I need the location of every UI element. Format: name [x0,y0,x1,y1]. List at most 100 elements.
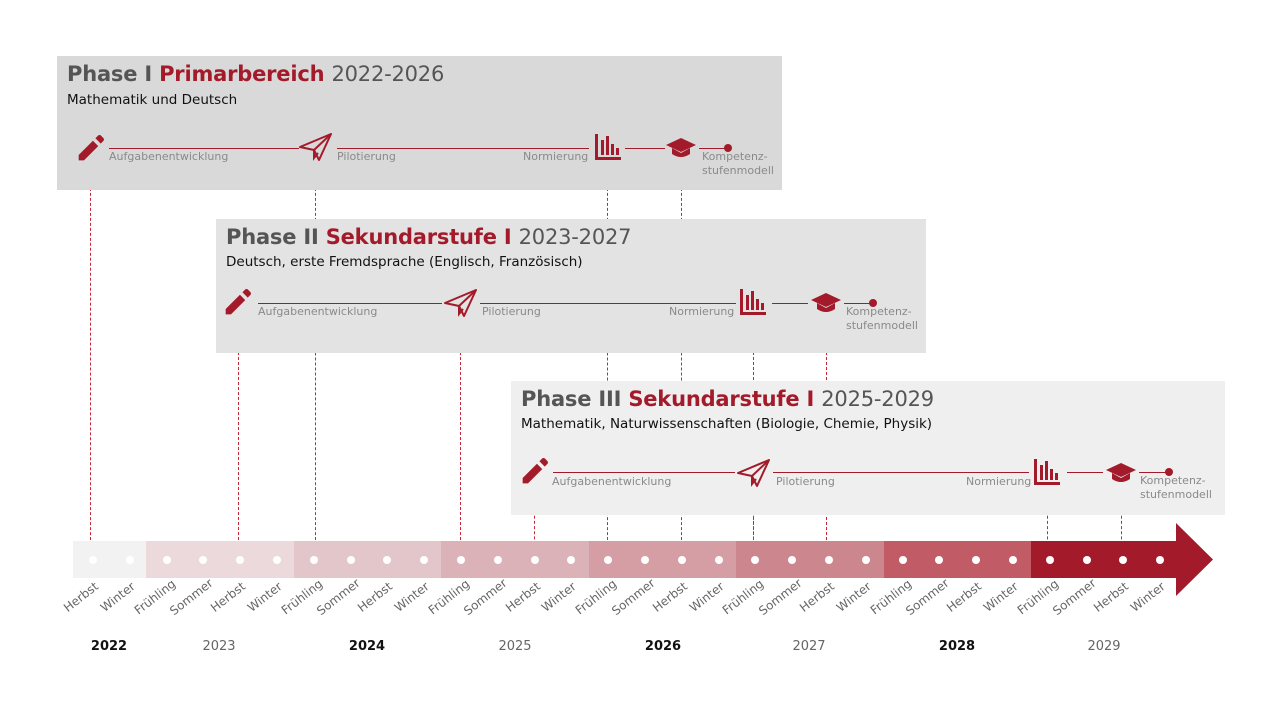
phase-1-competence-line-2: stufenmodell [702,163,774,177]
phase-1-subject: Primarbereich [159,62,325,86]
phase-3-step-competence-model: Kompetenz- stufenmodell [1140,474,1212,502]
phase-2-step-competence-model: Kompetenz- stufenmodell [846,305,918,333]
phase-2-end-dot [869,299,877,307]
phase-2-title: Phase II Sekundarstufe I 2023-2027 [226,225,632,249]
phase-1-description: Mathematik und Deutsch [67,92,238,108]
timeline-tick-dot [1009,556,1017,564]
phase-3-competence-line-1: Kompetenz- [1140,474,1206,487]
season-label: Winter [97,579,138,615]
phase-1-line-3 [625,148,665,149]
phase-1-line-1 [109,148,299,149]
phase-3-line-2 [773,472,1029,473]
phase-3-step-task-development: Aufgabenentwicklung [552,475,672,488]
season-label: Winter [539,579,580,615]
phase-3-years: 2025-2029 [821,387,934,411]
phase-1-competence-line-1: Kompetenz- [702,150,768,163]
phase-3-step-norming: Normierung [966,475,1032,488]
season-label: Winter [392,579,432,615]
phase-2-line-2 [480,303,736,304]
timeline-segment-2028 [884,541,1031,578]
bar-chart-icon [740,289,766,315]
phase-2-panel: Phase II Sekundarstufe I 2023-2027 Deuts… [216,219,926,353]
phase-1-end-dot [724,144,732,152]
phase-2-line-4 [844,303,872,304]
phase-1-step-competence-model: Kompetenz- stufenmodell [702,150,774,178]
timeline-segment-2023 [146,541,294,578]
season-label: Sommer [755,575,805,619]
connector-p3-competence-model [1121,490,1122,560]
phase-1-panel: Phase I Primarbereich 2022-2026 Mathemat… [57,56,782,190]
graduation-cap-icon [1106,463,1136,482]
paper-plane-icon [299,133,332,161]
season-label: Winter [980,579,1021,615]
phase-3-title: Phase III Sekundarstufe I 2025-2029 [521,387,934,411]
year-label: 2026 [644,639,682,654]
year-label: 2028 [938,639,976,654]
season-label: Sommer [608,575,658,619]
timeline-segment-2026 [589,541,736,578]
year-label: 2029 [1087,639,1121,654]
timeline-segment-2022 [73,541,146,578]
season-label: Winter [833,579,874,615]
pencil-icon [225,289,251,315]
phase-1-line-4 [699,148,727,149]
phase-1-title: Phase I Primarbereich 2022-2026 [67,62,444,86]
phase-3-competence-line-2: stufenmodell [1140,487,1212,501]
phase-3-label: Phase III [521,387,622,411]
timeline-tick-dot [199,556,208,564]
timeline-tick-dot [972,556,981,564]
timeline-tick-dot [898,556,907,564]
connector-p1-norming [607,168,608,560]
timeline-tick-dot [1082,556,1091,564]
connector-p2-piloting [460,322,461,560]
phase-3-subject: Sekundarstufe I [628,387,815,411]
timeline-segment-2027 [736,541,884,578]
timeline-tick-dot [567,556,576,564]
connector-p3-task-development [534,490,535,560]
timeline-tick-dot [236,556,245,564]
connector-p3-norming [1047,490,1048,560]
timeline-tick-dot [751,556,760,564]
timeline-tick-dot [1045,556,1054,564]
bar-chart-icon [1034,459,1060,485]
phase-2-step-norming: Normierung [669,305,735,318]
phase-3-description: Mathematik, Naturwissenschaften (Biologi… [521,416,933,432]
timeline-tick-dot [935,556,944,564]
phase-2-step-task-development: Aufgabenentwicklung [258,305,378,318]
phase-1-label: Phase I [67,62,152,86]
year-label: 2027 [792,639,826,654]
season-label: Winter [244,579,285,615]
timeline-tick-dot [530,556,539,564]
phase-1-line-2 [337,148,589,149]
phase-3-line-3 [1067,472,1103,473]
pencil-icon [522,458,548,484]
timeline-tick-dot [825,556,833,564]
year-label: 2024 [348,639,386,654]
phase-2-step-piloting: Pilotierung [482,305,541,318]
phase-2-years: 2023-2027 [518,225,632,249]
phase-1-years: 2022-2026 [331,62,445,86]
phase-2-label: Phase II [226,225,319,249]
timeline-tick-dot [677,556,686,564]
phase-3-line-4 [1139,472,1167,473]
timeline-tick-dot [1156,556,1165,564]
phase-3-panel: Phase III Sekundarstufe I 2025-2029 Math… [511,381,1225,515]
timeline-tick-dot [162,556,171,564]
timeline-tick-dot [420,556,429,564]
phase-1-step-piloting: Pilotierung [337,150,396,163]
timeline-tick-dot [383,556,392,564]
timeline-tick-dot [493,556,502,564]
timeline-tick-dot [861,556,870,564]
timeline-tick-dot [604,556,613,564]
season-label: Herbst [60,579,101,615]
phase-2-line-3 [772,303,808,304]
phase-3-end-dot [1165,468,1173,476]
timeline-tick-dot [641,556,649,564]
timeline-tick-dot [309,556,318,564]
year-label: 2022 [90,639,128,654]
phase-2-competence-line-1: Kompetenz- [846,305,912,318]
phase-2-subject: Sekundarstufe I [325,225,512,249]
year-label: 2023 [202,639,236,654]
paper-plane-icon [737,459,770,487]
timeline-tick-dot [89,556,97,564]
